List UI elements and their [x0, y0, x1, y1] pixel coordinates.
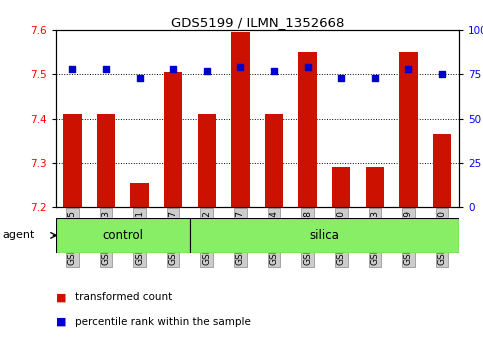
Bar	[97, 114, 115, 207]
Title: GDS5199 / ILMN_1352668: GDS5199 / ILMN_1352668	[170, 16, 344, 29]
Point	[237, 64, 244, 70]
Bar	[130, 183, 149, 207]
Text: percentile rank within the sample: percentile rank within the sample	[75, 317, 251, 327]
Point	[304, 64, 312, 70]
Text: ■: ■	[56, 317, 66, 327]
Text: control: control	[102, 229, 143, 242]
Point	[438, 72, 446, 77]
Bar	[298, 52, 317, 207]
Point	[170, 66, 177, 72]
Text: ■: ■	[56, 292, 66, 302]
Bar	[332, 167, 351, 207]
Bar	[198, 114, 216, 207]
Point	[405, 66, 412, 72]
Bar	[190, 218, 459, 253]
Point	[270, 68, 278, 74]
Bar	[399, 52, 418, 207]
Bar	[366, 167, 384, 207]
Bar	[231, 32, 250, 207]
Bar	[63, 114, 82, 207]
Bar	[433, 134, 451, 207]
Bar	[164, 72, 183, 207]
Point	[337, 75, 345, 81]
Bar	[265, 114, 283, 207]
Point	[203, 68, 211, 74]
Point	[136, 75, 143, 81]
Point	[69, 66, 76, 72]
Text: transformed count: transformed count	[75, 292, 172, 302]
Bar	[56, 218, 190, 253]
Point	[371, 75, 379, 81]
Point	[102, 66, 110, 72]
Text: agent: agent	[2, 230, 35, 240]
Text: silica: silica	[310, 229, 340, 242]
